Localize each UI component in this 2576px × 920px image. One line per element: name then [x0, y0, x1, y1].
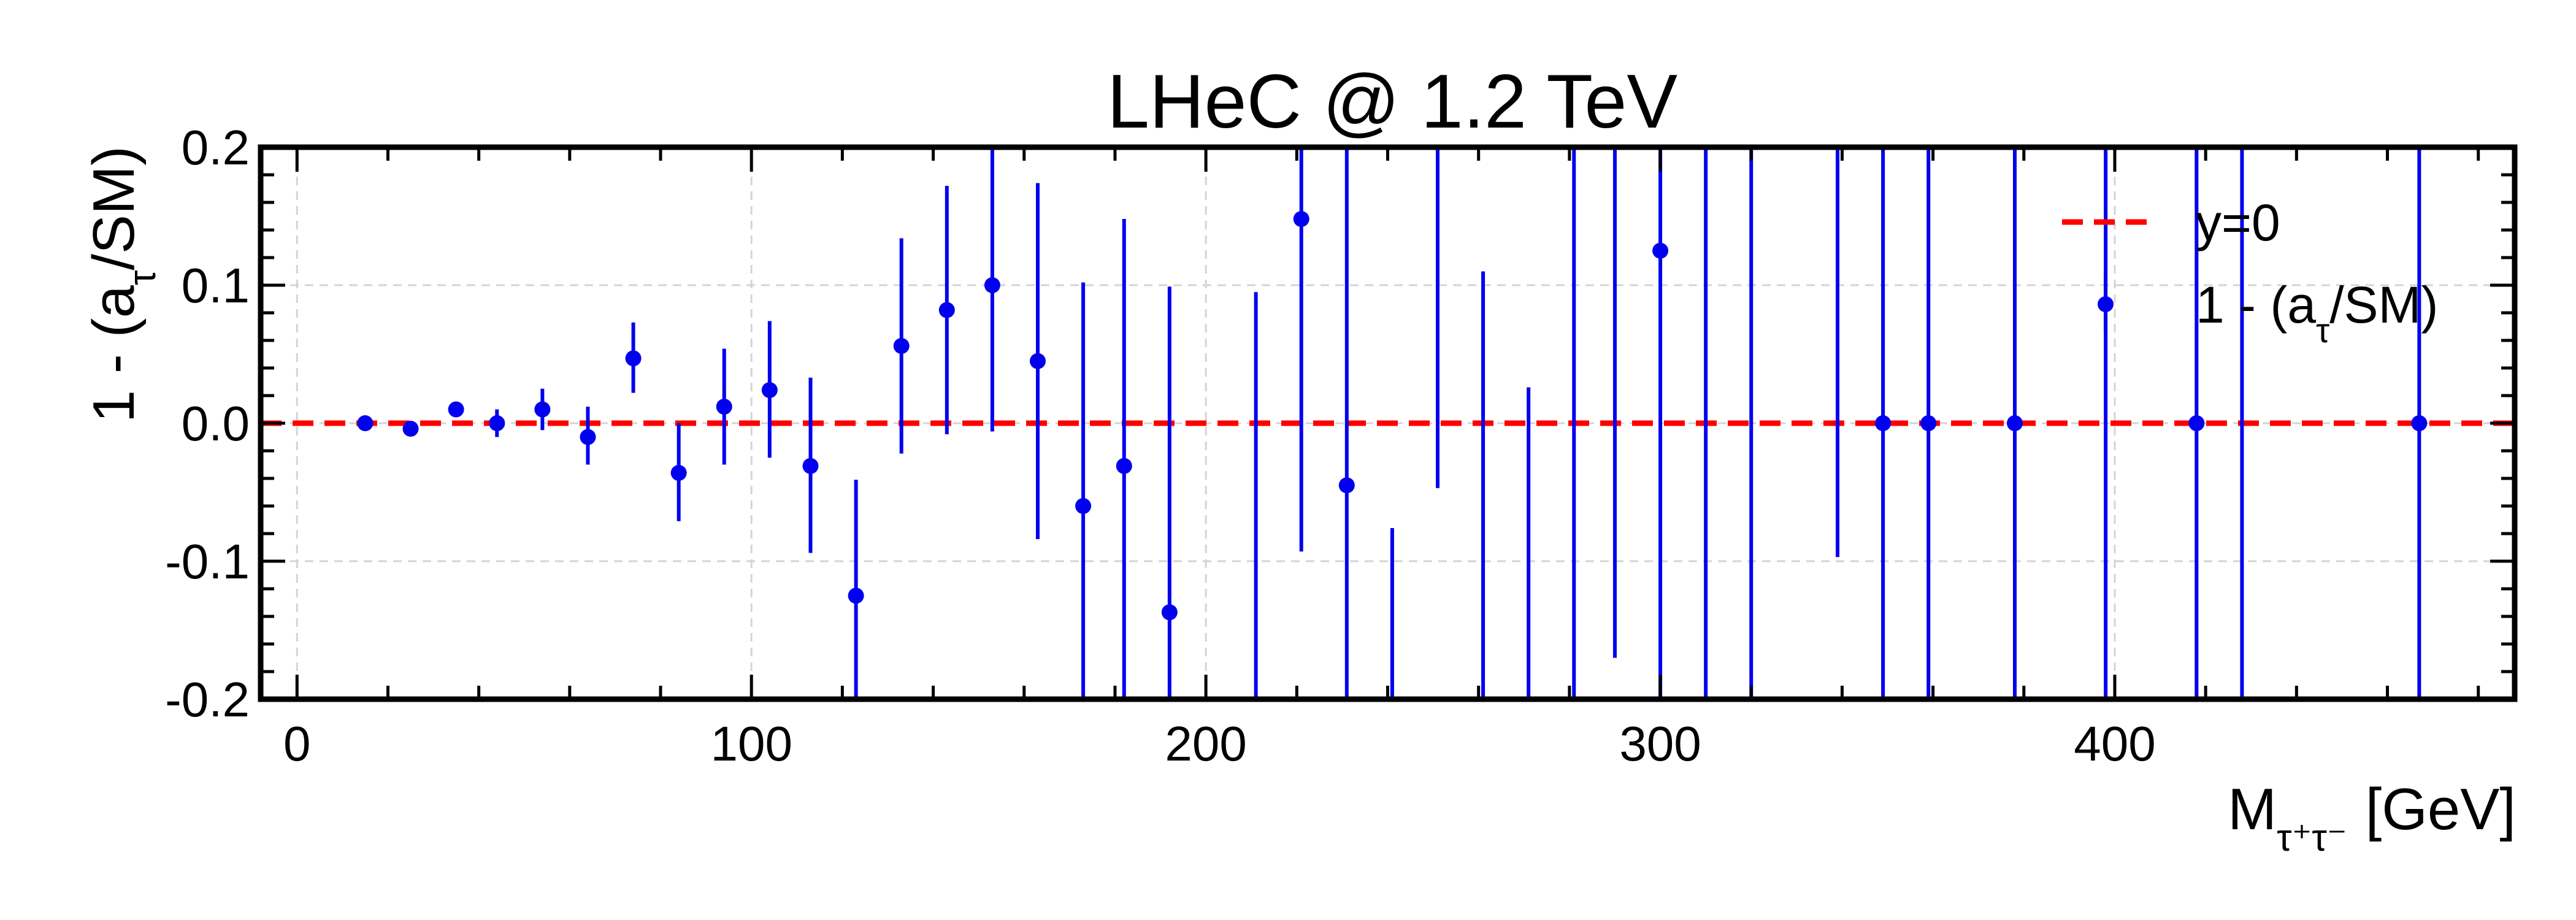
- data-point: [448, 401, 464, 418]
- legend-label-y0: y=0: [2196, 194, 2280, 251]
- data-point: [893, 338, 910, 354]
- y-tick-label: -0.1: [165, 534, 250, 589]
- legend-label-series-pre: 1 - (a: [2196, 276, 2316, 334]
- data-point: [1652, 242, 1669, 259]
- x-tick-label: 300: [1619, 716, 1701, 771]
- x-tick-label: 200: [1165, 716, 1246, 771]
- data-point: [1293, 211, 1309, 227]
- data-point: [2006, 415, 2023, 431]
- data-point: [716, 399, 732, 415]
- axis-ticks: 0 100 200 300 400 -0.2 -0.1 0.0 0.1 0.2: [165, 120, 2515, 771]
- y-axis-label: 1 - (aτ/SM): [81, 146, 164, 423]
- data-point: [1875, 415, 1892, 431]
- x-axis-label-sub: τ⁺τ⁻: [2277, 817, 2347, 859]
- data-point: [938, 302, 955, 318]
- data-point: [534, 401, 551, 418]
- data-point: [402, 421, 419, 437]
- data-point: [2188, 415, 2205, 431]
- y-tick-label: 0.2: [182, 120, 250, 175]
- x-axis-label-unit: [GeV]: [2366, 776, 2516, 842]
- data-point: [1920, 415, 1937, 431]
- legend-swatch-point: [2098, 296, 2114, 312]
- x-axis-label: Mτ⁺τ⁻ [GeV]: [2228, 776, 2516, 859]
- x-tick-label: 400: [2074, 716, 2155, 771]
- y-axis-label-sub: τ: [121, 270, 164, 286]
- x-tick-label: 100: [710, 716, 792, 771]
- data-point: [670, 465, 687, 481]
- y-tick-label: -0.2: [165, 672, 250, 727]
- data-point: [1075, 498, 1092, 514]
- y-axis-label-post: /SM): [81, 146, 147, 270]
- data-point: [2411, 415, 2428, 431]
- legend-label-series-post: /SM): [2329, 276, 2438, 334]
- x-tick-label: 0: [283, 716, 311, 771]
- legend-label-series-sub: τ: [2316, 311, 2329, 350]
- data-point: [357, 415, 374, 431]
- y-tick-label: 0.0: [182, 396, 250, 451]
- legend: y=0 1 - (aτ/SM): [2062, 194, 2439, 350]
- x-axis-label-base: M: [2228, 776, 2277, 842]
- data-point: [1029, 353, 1046, 369]
- data-point: [984, 277, 1000, 293]
- legend-label-series: 1 - (aτ/SM): [2196, 276, 2439, 350]
- data-point: [1338, 477, 1355, 494]
- data-series: [357, 147, 2428, 699]
- data-point: [580, 429, 596, 445]
- data-point: [848, 588, 864, 604]
- data-point: [1161, 604, 1178, 621]
- data-point: [761, 382, 778, 398]
- data-point: [489, 415, 505, 431]
- data-point: [625, 350, 642, 367]
- data-point: [802, 458, 819, 474]
- data-point: [1116, 458, 1132, 474]
- y-axis-label-pre: 1 - (a: [81, 285, 147, 423]
- chart-title: LHeC @ 1.2 TeV: [1107, 59, 1677, 144]
- y-tick-label: 0.1: [182, 258, 250, 313]
